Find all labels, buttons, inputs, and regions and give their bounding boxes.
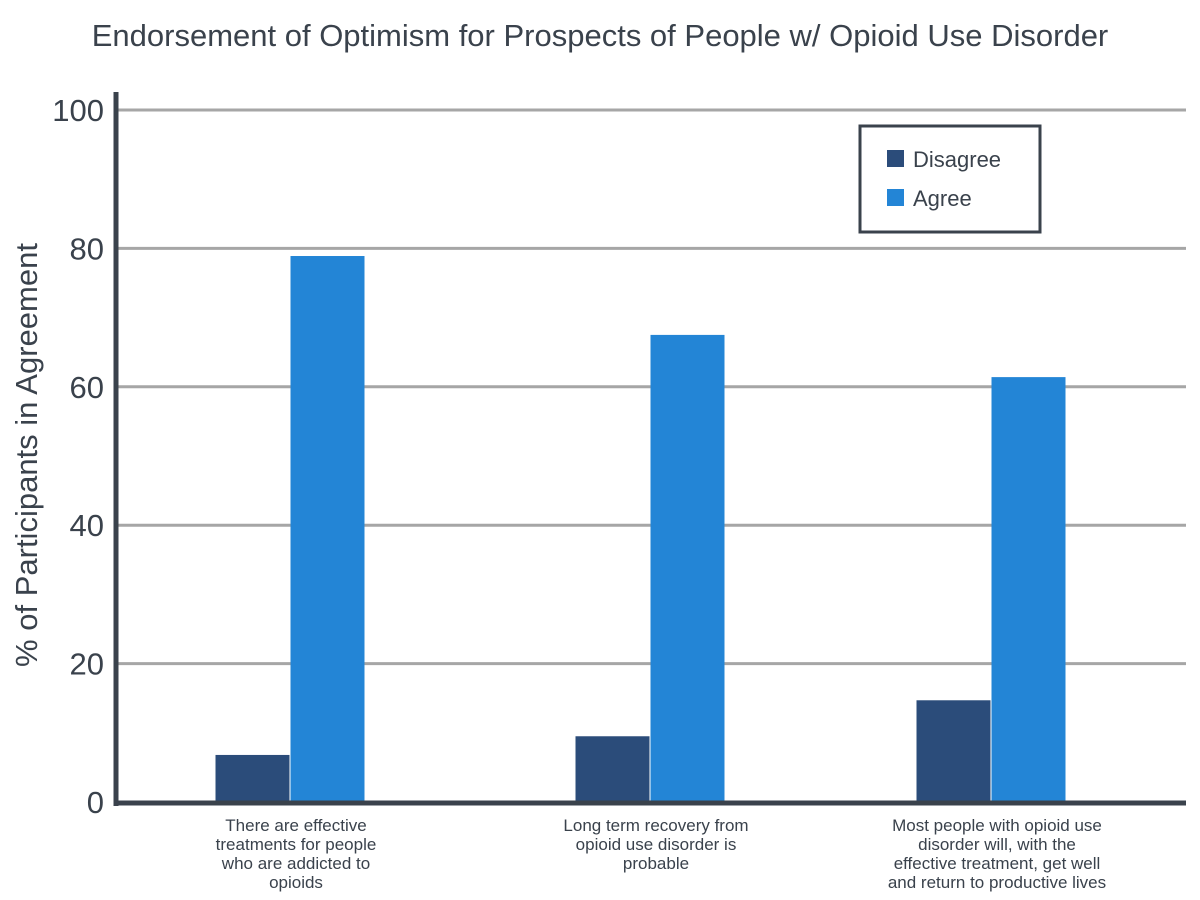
bar-agree [991, 377, 1066, 802]
x-tick-label-line: who are addicted to [221, 854, 370, 873]
bars [215, 256, 1066, 803]
bar-disagree [575, 736, 650, 802]
x-tick-label: Most people with opioid use disorder will… [888, 816, 1106, 892]
x-tick-label-line: opioid use disorder is [576, 835, 737, 854]
chart-title: Endorsement of Optimism for Prospects of… [92, 18, 1109, 53]
y-tick-label: 40 [70, 508, 104, 543]
x-tick-label-line: opioids [269, 873, 323, 892]
y-tick-label: 20 [70, 647, 104, 682]
x-tick-label-line: effective treatment, get well [894, 854, 1101, 873]
x-tick-label-line: There are effective [225, 816, 366, 835]
legend-label-agree: Agree [913, 186, 972, 211]
legend-swatch-agree [887, 189, 904, 206]
x-tick-label: There are effective treatments for people… [216, 816, 377, 892]
x-tick-label-line: Long term recovery from [563, 816, 748, 835]
bar-disagree [916, 700, 991, 802]
x-tick-label-line: probable [623, 854, 689, 873]
x-tick-label-line: disorder will, with the [918, 835, 1076, 854]
y-tick-label: 0 [87, 785, 104, 820]
legend: Disagree Agree [858, 124, 1042, 234]
bar-disagree [215, 754, 290, 802]
bar-agree [650, 334, 725, 802]
legend-label-disagree: Disagree [913, 147, 1001, 172]
x-tick-label-line: and return to productive lives [888, 873, 1106, 892]
x-tick-labels: There are effective treatments for people… [216, 816, 1106, 892]
legend-swatch-disagree [887, 150, 904, 167]
y-axis-label: % of Participants in Agreement [9, 243, 44, 667]
legend-box [858, 124, 1042, 234]
x-tick-label-line: Most people with opioid use [892, 816, 1102, 835]
y-tick-label: 80 [70, 231, 104, 266]
y-tick-labels: 0 20 40 60 80 100 [52, 93, 104, 820]
x-tick-label: Long term recovery from opioid use disord… [563, 816, 748, 873]
x-tick-label-line: treatments for people [216, 835, 377, 854]
y-tick-label: 100 [52, 93, 104, 128]
bar-agree [290, 256, 365, 803]
y-tick-label: 60 [70, 370, 104, 405]
